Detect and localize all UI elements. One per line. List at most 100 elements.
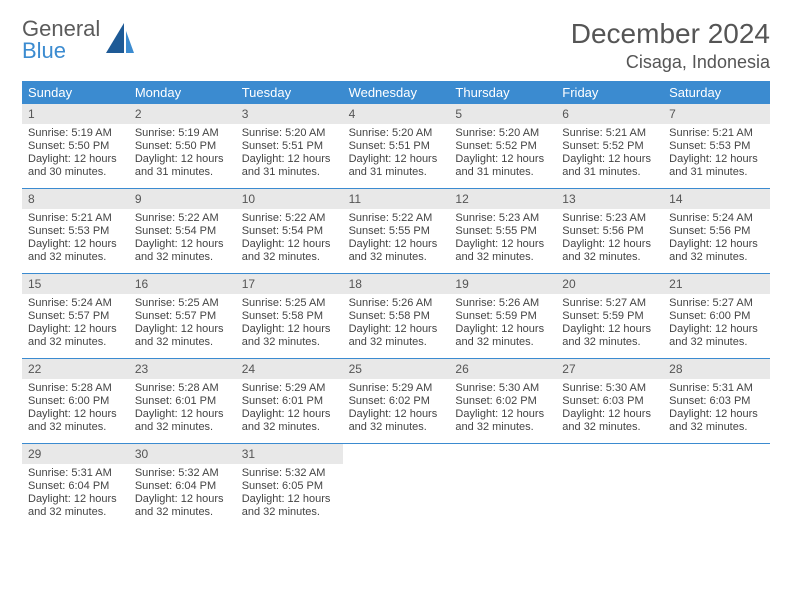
detail-line: and 32 minutes. — [242, 506, 337, 519]
detail-line: Sunset: 5:57 PM — [135, 310, 230, 323]
detail-line: Sunrise: 5:31 AM — [669, 382, 764, 395]
detail-line: Sunrise: 5:32 AM — [135, 467, 230, 480]
day-details: Sunrise: 5:20 AMSunset: 5:51 PMDaylight:… — [343, 124, 450, 185]
detail-line: Sunset: 6:02 PM — [349, 395, 444, 408]
detail-line: and 32 minutes. — [455, 421, 550, 434]
detail-line: Sunset: 5:55 PM — [349, 225, 444, 238]
day-details: Sunrise: 5:30 AMSunset: 6:02 PMDaylight:… — [449, 379, 556, 440]
day-number: 19 — [449, 274, 556, 294]
detail-line: and 32 minutes. — [242, 336, 337, 349]
detail-line: Daylight: 12 hours — [28, 408, 123, 421]
day-number: 23 — [129, 359, 236, 379]
day-number: 18 — [343, 274, 450, 294]
day-cell: 15Sunrise: 5:24 AMSunset: 5:57 PMDayligh… — [22, 274, 129, 358]
day-cell — [449, 444, 556, 528]
day-details: Sunrise: 5:28 AMSunset: 6:00 PMDaylight:… — [22, 379, 129, 440]
day-details: Sunrise: 5:29 AMSunset: 6:02 PMDaylight:… — [343, 379, 450, 440]
detail-line: Sunset: 5:54 PM — [135, 225, 230, 238]
detail-line: Daylight: 12 hours — [562, 323, 657, 336]
detail-line: Daylight: 12 hours — [349, 408, 444, 421]
day-number: 12 — [449, 189, 556, 209]
day-details: Sunrise: 5:20 AMSunset: 5:51 PMDaylight:… — [236, 124, 343, 185]
day-details: Sunrise: 5:22 AMSunset: 5:54 PMDaylight:… — [129, 209, 236, 270]
detail-line: and 32 minutes. — [455, 336, 550, 349]
day-cell: 24Sunrise: 5:29 AMSunset: 6:01 PMDayligh… — [236, 359, 343, 443]
detail-line: and 32 minutes. — [455, 251, 550, 264]
detail-line: Sunset: 5:58 PM — [349, 310, 444, 323]
day-cell — [663, 444, 770, 528]
day-number: 27 — [556, 359, 663, 379]
day-details: Sunrise: 5:23 AMSunset: 5:55 PMDaylight:… — [449, 209, 556, 270]
detail-line: Daylight: 12 hours — [28, 153, 123, 166]
detail-line: Daylight: 12 hours — [135, 493, 230, 506]
week-row: 15Sunrise: 5:24 AMSunset: 5:57 PMDayligh… — [22, 274, 770, 359]
day-details: Sunrise: 5:21 AMSunset: 5:52 PMDaylight:… — [556, 124, 663, 185]
detail-line: Sunset: 6:00 PM — [28, 395, 123, 408]
detail-line: Sunrise: 5:20 AM — [349, 127, 444, 140]
detail-line: Daylight: 12 hours — [349, 153, 444, 166]
detail-line: Sunrise: 5:25 AM — [242, 297, 337, 310]
day-number: 7 — [663, 104, 770, 124]
calendar-page: General Blue December 2024 Cisaga, Indon… — [0, 0, 792, 546]
day-details: Sunrise: 5:30 AMSunset: 6:03 PMDaylight:… — [556, 379, 663, 440]
detail-line: Daylight: 12 hours — [28, 238, 123, 251]
detail-line: Sunset: 6:04 PM — [28, 480, 123, 493]
detail-line: and 32 minutes. — [28, 251, 123, 264]
detail-line: Sunrise: 5:19 AM — [135, 127, 230, 140]
detail-line: Daylight: 12 hours — [242, 493, 337, 506]
detail-line: and 32 minutes. — [242, 251, 337, 264]
detail-line: and 30 minutes. — [28, 166, 123, 179]
detail-line: and 32 minutes. — [669, 251, 764, 264]
detail-line: Sunrise: 5:20 AM — [242, 127, 337, 140]
detail-line: Daylight: 12 hours — [242, 238, 337, 251]
day-cell: 22Sunrise: 5:28 AMSunset: 6:00 PMDayligh… — [22, 359, 129, 443]
day-details: Sunrise: 5:32 AMSunset: 6:04 PMDaylight:… — [129, 464, 236, 525]
detail-line: Sunrise: 5:23 AM — [562, 212, 657, 225]
day-number: 31 — [236, 444, 343, 464]
day-number: 17 — [236, 274, 343, 294]
detail-line: Sunrise: 5:31 AM — [28, 467, 123, 480]
detail-line: Sunrise: 5:25 AM — [135, 297, 230, 310]
day-cell — [556, 444, 663, 528]
day-number: 6 — [556, 104, 663, 124]
day-cell: 14Sunrise: 5:24 AMSunset: 5:56 PMDayligh… — [663, 189, 770, 273]
detail-line: Sunset: 6:04 PM — [135, 480, 230, 493]
day-details: Sunrise: 5:23 AMSunset: 5:56 PMDaylight:… — [556, 209, 663, 270]
detail-line: and 32 minutes. — [562, 421, 657, 434]
day-number: 2 — [129, 104, 236, 124]
detail-line: and 32 minutes. — [28, 506, 123, 519]
day-number: 1 — [22, 104, 129, 124]
day-number: 25 — [343, 359, 450, 379]
day-cell: 13Sunrise: 5:23 AMSunset: 5:56 PMDayligh… — [556, 189, 663, 273]
detail-line: Sunset: 5:56 PM — [562, 225, 657, 238]
detail-line: Sunset: 5:52 PM — [455, 140, 550, 153]
detail-line: Sunrise: 5:21 AM — [669, 127, 764, 140]
detail-line: Sunset: 5:51 PM — [349, 140, 444, 153]
day-cell: 27Sunrise: 5:30 AMSunset: 6:03 PMDayligh… — [556, 359, 663, 443]
detail-line: and 32 minutes. — [28, 421, 123, 434]
detail-line: Daylight: 12 hours — [455, 153, 550, 166]
detail-line: Sunset: 6:02 PM — [455, 395, 550, 408]
detail-line: Sunset: 6:01 PM — [242, 395, 337, 408]
day-details: Sunrise: 5:27 AMSunset: 5:59 PMDaylight:… — [556, 294, 663, 355]
detail-line: and 31 minutes. — [135, 166, 230, 179]
detail-line: Sunrise: 5:24 AM — [28, 297, 123, 310]
day-number: 9 — [129, 189, 236, 209]
detail-line: Sunset: 5:50 PM — [135, 140, 230, 153]
detail-line: and 32 minutes. — [135, 506, 230, 519]
detail-line: Sunset: 6:00 PM — [669, 310, 764, 323]
detail-line: and 32 minutes. — [28, 336, 123, 349]
detail-line: Sunrise: 5:24 AM — [669, 212, 764, 225]
day-cell — [343, 444, 450, 528]
logo-line2: Blue — [22, 40, 100, 62]
day-details: Sunrise: 5:24 AMSunset: 5:57 PMDaylight:… — [22, 294, 129, 355]
detail-line: Daylight: 12 hours — [349, 238, 444, 251]
day-number: 29 — [22, 444, 129, 464]
day-number: 14 — [663, 189, 770, 209]
detail-line: Sunset: 6:05 PM — [242, 480, 337, 493]
day-cell: 6Sunrise: 5:21 AMSunset: 5:52 PMDaylight… — [556, 104, 663, 188]
day-cell: 20Sunrise: 5:27 AMSunset: 5:59 PMDayligh… — [556, 274, 663, 358]
day-cell: 26Sunrise: 5:30 AMSunset: 6:02 PMDayligh… — [449, 359, 556, 443]
day-details: Sunrise: 5:26 AMSunset: 5:59 PMDaylight:… — [449, 294, 556, 355]
detail-line: Sunrise: 5:32 AM — [242, 467, 337, 480]
